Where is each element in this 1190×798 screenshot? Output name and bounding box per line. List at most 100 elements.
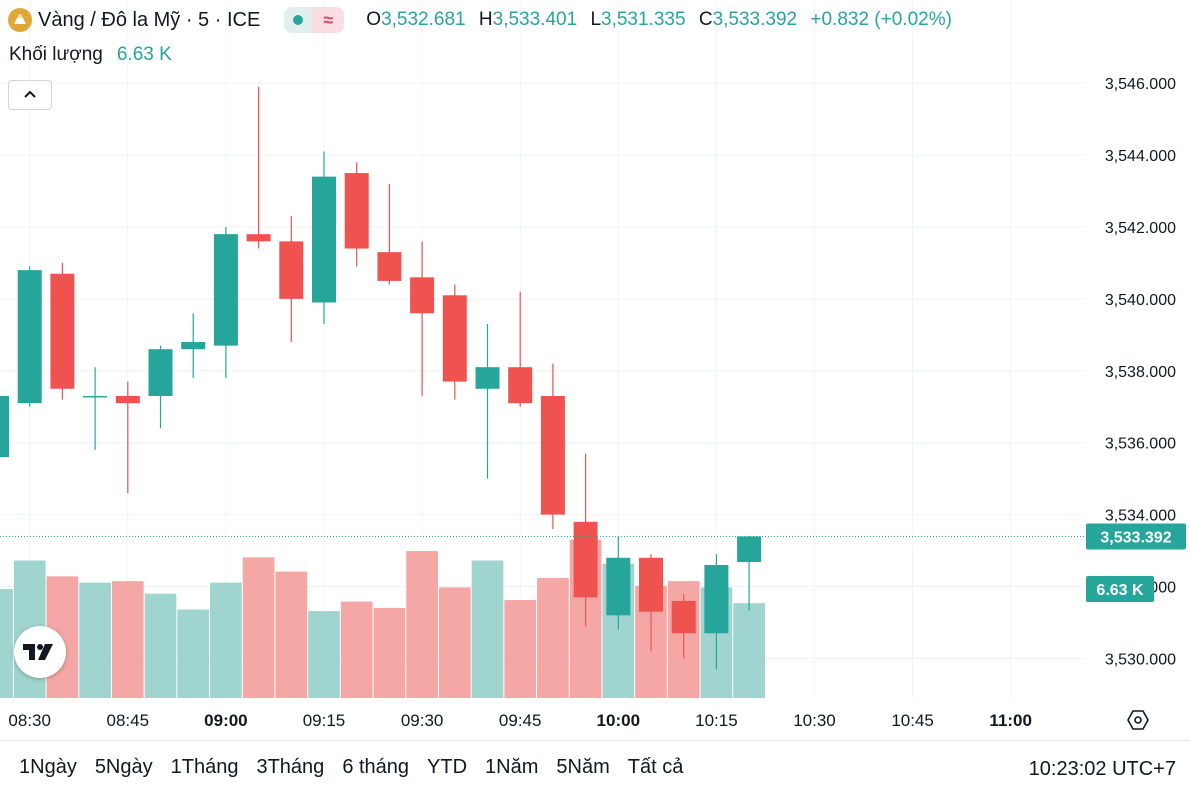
volume-bar — [275, 571, 308, 698]
y-tick-label: 3,538.000 — [1105, 364, 1176, 381]
candle-body — [148, 349, 173, 396]
candle-body — [279, 241, 304, 299]
candle-body — [671, 600, 696, 634]
change-value: +0.832 (+0.02%) — [810, 9, 952, 30]
market-open-dot-icon[interactable] — [284, 7, 313, 33]
delayed-data-icon[interactable]: ≈ — [312, 7, 345, 33]
candle-body — [0, 395, 9, 458]
y-tick-label: 3,530.000 — [1105, 651, 1176, 668]
candle-body — [246, 234, 271, 242]
bottom-divider — [0, 740, 1190, 741]
tradingview-logo-icon[interactable] — [14, 626, 66, 678]
candle-body — [344, 173, 369, 249]
gold-coin-icon — [8, 8, 32, 32]
range-button-1y[interactable]: 1Năm — [485, 756, 539, 778]
candle-body — [540, 395, 565, 515]
last-price-tag — [1086, 523, 1186, 550]
x-tick-label: 10:30 — [793, 711, 836, 730]
last-volume-tag — [1086, 576, 1154, 602]
volume-bar — [79, 582, 111, 698]
candle-body — [639, 557, 663, 612]
high-label: H — [478, 9, 493, 30]
volume-bar — [504, 600, 537, 698]
y-tick-label: 3,540.000 — [1105, 292, 1176, 309]
candle-body — [606, 557, 631, 616]
volume-bar — [733, 603, 765, 698]
clock[interactable]: 10:23:02 UTC+7 — [1028, 758, 1176, 780]
range-button-1m[interactable]: 1Tháng — [170, 756, 239, 778]
volume-value: 6.63 K — [116, 44, 172, 65]
chart-legend: Vàng / Đô la Mỹ · 5 · ICE ≈ O3,532.681 H… — [8, 6, 952, 34]
candle-body — [475, 367, 500, 389]
volume-bar — [373, 607, 406, 698]
volume-bar — [308, 611, 340, 698]
volume-bar — [177, 609, 210, 698]
range-button-5d[interactable]: 5Ngày — [94, 756, 153, 778]
candle-body — [181, 342, 206, 350]
volume-bar — [111, 581, 144, 698]
settings-hexagon-icon[interactable] — [1126, 708, 1150, 732]
open-value: 3,532.681 — [381, 9, 466, 30]
y-tick-label: 3,544.000 — [1105, 148, 1176, 165]
x-tick-label: 10:45 — [891, 711, 934, 730]
candle-body — [442, 295, 467, 382]
chevron-up-icon — [24, 90, 36, 98]
candle-body — [377, 252, 402, 281]
range-button-all[interactable]: Tất cả — [627, 756, 684, 778]
range-button-5y[interactable]: 5Năm — [556, 756, 610, 778]
volume-label: Khối lượng — [9, 44, 103, 65]
close-value: 3,533.392 — [712, 9, 798, 30]
price-chart[interactable]: 3,546.000 3,544.000 3,542.000 3,540.000 3,53… — [0, 0, 1190, 740]
x-tick-label: 10:00 — [597, 711, 640, 730]
x-tick-label: 09:45 — [499, 711, 542, 730]
last-volume-label: 6.63 K — [1096, 582, 1144, 599]
volume-bar — [144, 593, 177, 698]
volume-bar — [210, 582, 242, 698]
range-button-6m[interactable]: 6 tháng — [342, 756, 410, 778]
candle-body — [115, 395, 140, 404]
close-label: C — [698, 9, 713, 30]
x-tick-label: 08:30 — [8, 711, 51, 730]
x-tick-label: 09:30 — [401, 711, 444, 730]
candle-body — [410, 277, 435, 314]
ohlc-values: O3,532.681 H3,533.401 L3,531.335 C3,533.… — [366, 9, 952, 31]
symbol-title[interactable]: Vàng / Đô la Mỹ · 5 · ICE — [38, 8, 261, 31]
volume-bar — [537, 577, 569, 698]
volume-bar — [242, 557, 275, 698]
x-tick-label: 09:00 — [204, 711, 247, 730]
volume-bar — [0, 588, 13, 698]
volume-bar — [438, 587, 471, 698]
candle-body — [508, 367, 533, 404]
open-label: O — [366, 9, 382, 30]
candle-body — [573, 521, 598, 598]
x-tick-label: 11:00 — [989, 711, 1032, 730]
y-tick-label: 3,546.000 — [1105, 76, 1176, 93]
axes: 3,546.000 3,544.000 3,542.000 3,540.000 3,53… — [0, 76, 1186, 730]
volume-bar — [340, 601, 373, 698]
low-label: L — [590, 9, 602, 30]
volume-legend: Khối lượng 6.63 K — [9, 44, 172, 66]
x-tick-label: 10:15 — [695, 711, 738, 730]
low-value: 3,531.335 — [601, 9, 686, 30]
range-selector: 1Ngày 5Ngày 1Tháng 3Tháng 6 tháng YTD 1N… — [10, 756, 692, 779]
candle-body — [83, 395, 108, 398]
last-price-label: 3,533.392 — [1100, 529, 1171, 546]
range-button-1d[interactable]: 1Ngày — [19, 756, 77, 778]
x-tick-label: 08:45 — [107, 711, 150, 730]
range-button-ytd[interactable]: YTD — [427, 756, 468, 778]
high-value: 3,533.401 — [492, 9, 578, 30]
volume-bar — [406, 551, 438, 698]
y-tick-label: 3,536.000 — [1105, 436, 1176, 453]
range-button-3m[interactable]: 3Tháng — [256, 756, 325, 778]
candle-body — [704, 564, 729, 634]
candle-body — [213, 234, 238, 346]
candle-body — [50, 273, 75, 389]
y-tick-label: 3,534.000 — [1105, 508, 1176, 525]
x-tick-label: 09:15 — [303, 711, 346, 730]
y-tick-label: 3,542.000 — [1105, 220, 1176, 237]
candle-body — [312, 176, 336, 303]
candle-body — [737, 536, 762, 563]
candles — [0, 86, 762, 670]
collapse-legend-button[interactable] — [8, 80, 52, 110]
status-badges[interactable]: ≈ — [284, 7, 345, 33]
